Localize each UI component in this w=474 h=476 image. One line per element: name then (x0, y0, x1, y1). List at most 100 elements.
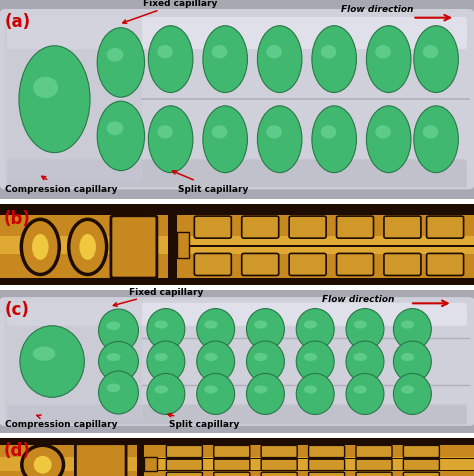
FancyBboxPatch shape (337, 254, 374, 276)
FancyBboxPatch shape (75, 444, 126, 476)
Text: Split capillary: Split capillary (173, 171, 248, 193)
Ellipse shape (423, 46, 438, 60)
Ellipse shape (266, 46, 282, 60)
FancyBboxPatch shape (166, 459, 202, 471)
Ellipse shape (148, 107, 193, 173)
Ellipse shape (366, 107, 411, 173)
Ellipse shape (257, 107, 302, 173)
Ellipse shape (197, 341, 235, 382)
Bar (137, 438, 144, 476)
Ellipse shape (246, 309, 284, 350)
Ellipse shape (375, 46, 391, 60)
Ellipse shape (20, 326, 84, 397)
Ellipse shape (33, 78, 58, 99)
Ellipse shape (414, 107, 458, 173)
Ellipse shape (97, 29, 145, 98)
Ellipse shape (204, 321, 218, 329)
Ellipse shape (321, 46, 337, 60)
Text: (c): (c) (5, 300, 29, 318)
Ellipse shape (97, 102, 145, 171)
FancyBboxPatch shape (214, 472, 250, 476)
FancyBboxPatch shape (261, 472, 297, 476)
FancyBboxPatch shape (384, 254, 421, 276)
Ellipse shape (354, 353, 367, 361)
Bar (177, 246, 474, 248)
FancyBboxPatch shape (111, 216, 157, 278)
Ellipse shape (304, 321, 317, 329)
Text: Fixed capillary: Fixed capillary (113, 287, 203, 307)
Ellipse shape (212, 126, 228, 139)
Bar (0, 445, 474, 476)
Ellipse shape (80, 235, 96, 260)
Bar (0, 457, 474, 471)
Ellipse shape (107, 122, 123, 136)
Ellipse shape (346, 341, 384, 382)
Ellipse shape (393, 374, 431, 415)
FancyBboxPatch shape (289, 254, 326, 276)
Ellipse shape (296, 309, 334, 350)
Ellipse shape (99, 342, 138, 382)
Ellipse shape (304, 386, 317, 394)
Ellipse shape (107, 353, 120, 361)
Ellipse shape (312, 27, 356, 93)
Ellipse shape (107, 322, 120, 330)
FancyBboxPatch shape (7, 303, 467, 326)
FancyBboxPatch shape (356, 472, 392, 476)
Bar (168, 205, 177, 286)
FancyBboxPatch shape (194, 254, 231, 276)
Ellipse shape (401, 353, 414, 361)
Ellipse shape (321, 126, 337, 139)
FancyBboxPatch shape (0, 10, 474, 190)
Ellipse shape (147, 374, 185, 415)
FancyBboxPatch shape (166, 472, 202, 476)
Ellipse shape (366, 27, 411, 93)
Ellipse shape (155, 321, 168, 329)
FancyBboxPatch shape (242, 217, 279, 238)
FancyBboxPatch shape (0, 0, 474, 202)
Ellipse shape (401, 386, 414, 394)
Ellipse shape (346, 309, 384, 350)
Ellipse shape (254, 386, 267, 394)
Ellipse shape (155, 353, 168, 361)
FancyBboxPatch shape (5, 303, 142, 420)
Ellipse shape (375, 126, 391, 139)
Ellipse shape (423, 126, 438, 139)
Ellipse shape (296, 374, 334, 415)
Ellipse shape (246, 374, 284, 415)
FancyBboxPatch shape (5, 18, 142, 182)
Bar (144, 470, 474, 471)
Ellipse shape (99, 309, 138, 352)
Ellipse shape (354, 386, 367, 394)
Ellipse shape (157, 46, 173, 60)
FancyBboxPatch shape (289, 217, 326, 238)
Ellipse shape (155, 386, 168, 394)
FancyBboxPatch shape (427, 254, 464, 276)
FancyBboxPatch shape (309, 459, 345, 471)
Ellipse shape (414, 27, 458, 93)
Text: Compression capillary: Compression capillary (5, 177, 117, 193)
Ellipse shape (246, 341, 284, 382)
Bar (0, 205, 474, 216)
Ellipse shape (197, 309, 235, 350)
Ellipse shape (203, 107, 247, 173)
Bar (0, 278, 474, 286)
Ellipse shape (21, 220, 59, 275)
FancyBboxPatch shape (356, 446, 392, 457)
Ellipse shape (354, 321, 367, 329)
FancyBboxPatch shape (166, 446, 202, 457)
Text: Flow direction: Flow direction (322, 294, 395, 303)
Text: (d): (d) (4, 441, 31, 459)
FancyBboxPatch shape (0, 289, 474, 435)
FancyBboxPatch shape (403, 472, 439, 476)
Ellipse shape (254, 353, 267, 361)
Text: Split capillary: Split capillary (168, 414, 239, 428)
Ellipse shape (99, 371, 138, 414)
FancyBboxPatch shape (194, 217, 231, 238)
Bar (0, 216, 474, 278)
Ellipse shape (69, 220, 107, 275)
Ellipse shape (401, 321, 414, 329)
Bar (0, 438, 474, 445)
Ellipse shape (296, 341, 334, 382)
Ellipse shape (393, 341, 431, 382)
Ellipse shape (346, 374, 384, 415)
